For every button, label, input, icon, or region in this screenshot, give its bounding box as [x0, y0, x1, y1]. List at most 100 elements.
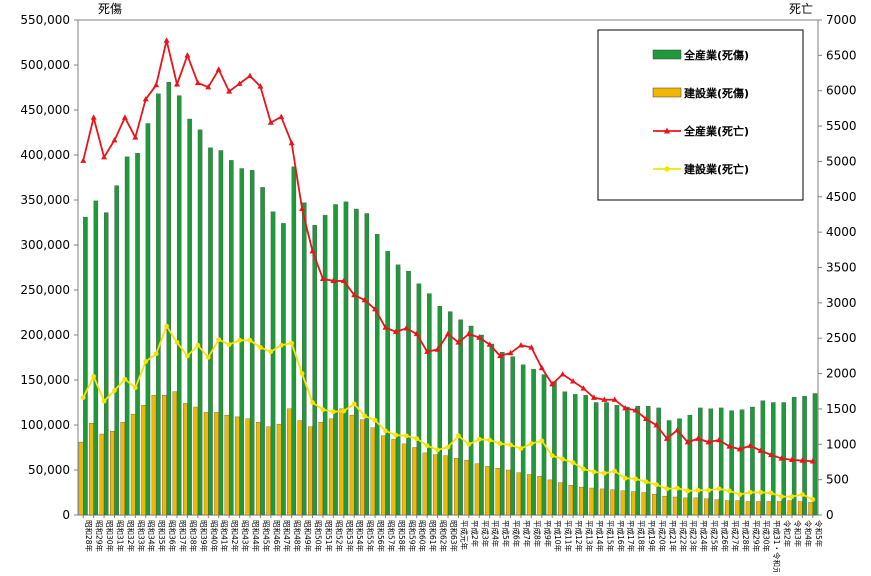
point-all-industry-deaths [330, 277, 337, 284]
bar-construction-casualties [495, 468, 501, 516]
x-tick-label: 昭和34年 [147, 520, 157, 553]
x-tick-label: 平成24年 [699, 520, 709, 553]
point-construction-deaths [799, 492, 805, 497]
point-construction-deaths [737, 492, 743, 497]
bar-construction-casualties [110, 431, 115, 516]
left-tick-label: 200,000 [20, 328, 70, 342]
bar-construction-casualties [683, 497, 688, 516]
bar-construction-casualties [287, 408, 292, 516]
point-all-industry-deaths [663, 435, 670, 441]
point-all-industry-deaths [674, 426, 681, 433]
right-tick-label: 2500 [826, 331, 857, 345]
bar-all-industry-casualties [374, 234, 380, 516]
point-all-industry-deaths [549, 380, 556, 387]
point-construction-deaths [247, 337, 253, 343]
bar-construction-casualties [308, 426, 313, 516]
x-tick-label: 平成2年 [470, 520, 480, 548]
point-construction-deaths [164, 323, 169, 329]
bar-all-industry-casualties [677, 418, 682, 516]
bar-all-industry-casualties [479, 334, 484, 516]
bar-all-industry-casualties [812, 393, 818, 516]
left-tick-label: 250,000 [20, 283, 70, 297]
right-tick-label: 0 [826, 508, 834, 522]
bar-all-industry-casualties [750, 406, 755, 516]
point-all-industry-deaths [445, 330, 451, 337]
x-tick-label: 昭和51年 [324, 520, 334, 553]
bar-all-industry-casualties [520, 364, 526, 516]
point-construction-deaths [654, 482, 659, 487]
x-tick-label: 平成21年 [668, 520, 678, 553]
x-tick-label: 平成10年 [553, 520, 563, 553]
point-construction-deaths [487, 437, 493, 443]
bar-all-industry-casualties [687, 414, 693, 516]
bar-construction-casualties [620, 490, 626, 516]
point-all-industry-deaths [236, 80, 243, 86]
bar-all-industry-casualties [635, 405, 641, 516]
bar-all-industry-casualties [135, 153, 140, 516]
left-tick-label: 350,000 [20, 193, 70, 207]
point-construction-deaths [226, 342, 232, 347]
point-all-industry-deaths [507, 349, 514, 356]
x-tick-label: 平成元年 [459, 520, 469, 550]
point-all-industry-deaths [705, 438, 712, 445]
x-tick-label: 平成19年 [647, 520, 657, 553]
x-tick-label: 平成9年 [543, 520, 553, 548]
x-tick-label: 平成31・令和元年 [772, 520, 782, 572]
left-axis-title: 死傷 [98, 1, 122, 16]
x-tick-label: 平成7年 [522, 520, 532, 548]
legend-marker [664, 127, 670, 134]
point-all-industry-deaths [111, 137, 118, 143]
point-construction-deaths [560, 456, 566, 462]
point-construction-deaths [768, 490, 774, 496]
point-all-industry-deaths [246, 72, 253, 79]
bar-construction-casualties [412, 447, 417, 516]
bar-all-industry-casualties [573, 394, 578, 516]
lines-layer [80, 37, 816, 502]
x-tick-label: 平成17年 [626, 520, 636, 553]
left-tick-label: 50,000 [28, 463, 70, 477]
x-tick-label: 昭和53年 [345, 520, 355, 553]
point-construction-deaths [664, 486, 670, 492]
x-tick-label: 昭和39年 [199, 520, 209, 553]
bar-construction-casualties [766, 501, 772, 516]
point-all-industry-deaths [643, 415, 650, 422]
x-tick-label: 昭和43年 [241, 520, 251, 553]
point-all-industry-deaths [768, 451, 775, 458]
point-construction-deaths [330, 409, 336, 415]
bar-all-industry-casualties [83, 216, 88, 516]
bar-all-industry-casualties [124, 156, 130, 516]
x-tick-label: 平成6年 [512, 520, 522, 548]
x-tick-label: 昭和40年 [209, 520, 219, 553]
x-tick-label: 昭和38年 [188, 520, 198, 553]
x-tick-label: 昭和52年 [334, 520, 344, 553]
bar-all-industry-casualties [698, 407, 703, 516]
x-tick-label: 平成23年 [689, 520, 699, 553]
bar-construction-casualties [339, 408, 344, 516]
point-all-industry-deaths [538, 364, 545, 371]
point-all-industry-deaths [309, 248, 316, 254]
point-construction-deaths [205, 354, 211, 360]
x-tick-label: 昭和55年 [366, 520, 376, 553]
x-tick-label: 昭和49年 [303, 520, 313, 553]
x-tick-label: 昭和45年 [261, 520, 271, 553]
bar-all-industry-casualties [645, 405, 651, 516]
left-tick-label: 100,000 [20, 418, 70, 432]
point-construction-deaths [372, 417, 378, 423]
bar-construction-casualties [151, 395, 157, 516]
right-tick-label: 6000 [826, 84, 857, 98]
point-all-industry-deaths [226, 88, 233, 94]
bar-construction-casualties [745, 501, 751, 516]
bar-construction-casualties [568, 485, 574, 516]
legend-box [597, 29, 804, 201]
point-construction-deaths [508, 442, 513, 448]
bar-all-industry-casualties [187, 118, 192, 516]
point-construction-deaths [195, 342, 201, 348]
point-all-industry-deaths [497, 352, 504, 359]
point-all-industry-deaths [736, 446, 743, 452]
point-all-industry-deaths [132, 134, 139, 140]
bar-all-industry-casualties [166, 81, 172, 516]
legend-label: 全産業(死亡) [683, 124, 749, 138]
point-all-industry-deaths [267, 119, 274, 125]
bar-construction-casualties [349, 414, 355, 516]
x-tick-label: 令和2年 [783, 520, 793, 548]
